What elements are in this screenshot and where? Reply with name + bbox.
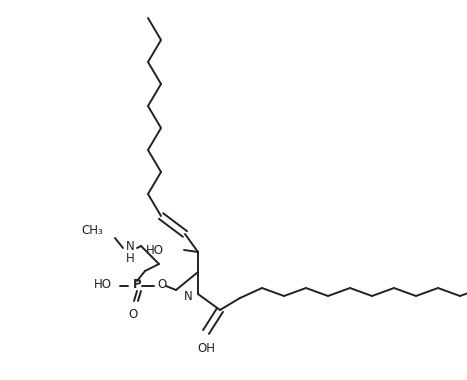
Text: P: P — [133, 279, 142, 291]
Text: OH: OH — [197, 342, 215, 355]
Text: N: N — [184, 290, 193, 304]
Text: O: O — [157, 279, 167, 291]
Text: O: O — [128, 307, 138, 320]
Text: HO: HO — [146, 244, 164, 256]
Text: H: H — [126, 252, 134, 264]
Text: HO: HO — [94, 279, 112, 291]
Text: CH₃: CH₃ — [81, 223, 103, 236]
Text: N: N — [126, 241, 134, 253]
